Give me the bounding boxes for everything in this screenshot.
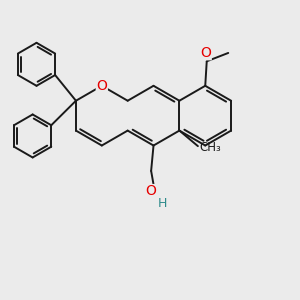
Text: CH₃: CH₃	[200, 141, 221, 154]
Text: O: O	[145, 184, 156, 198]
Text: O: O	[201, 46, 212, 60]
Text: H: H	[158, 197, 167, 210]
Text: O: O	[96, 79, 107, 93]
